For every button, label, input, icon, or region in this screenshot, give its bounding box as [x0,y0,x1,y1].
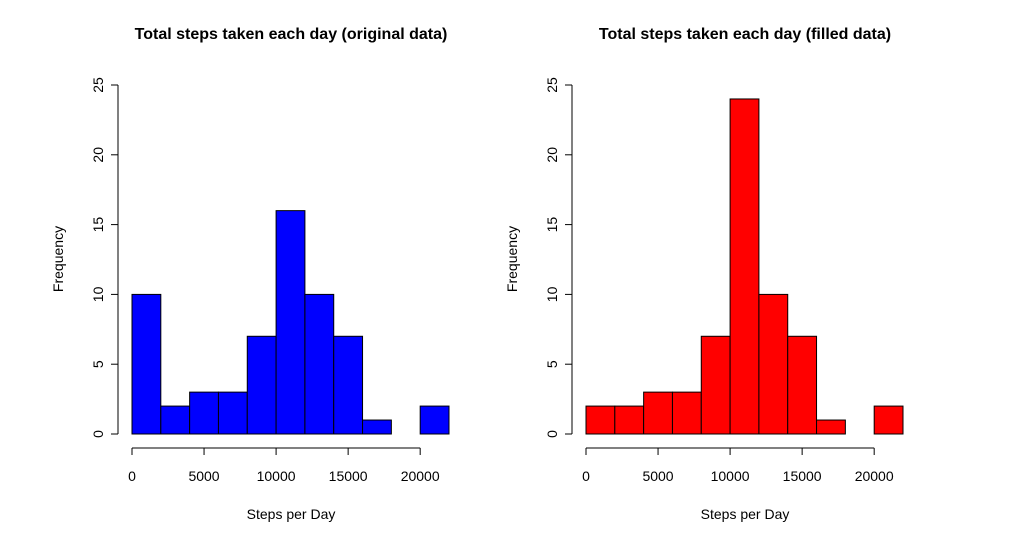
y-tick-label: 15 [544,217,560,233]
histogram-bar [304,293,335,435]
histogram-bar [189,391,219,435]
y-tick-label: 20 [544,147,560,163]
histogram-bar [217,391,248,435]
x-tick-label: 20000 [401,468,440,484]
panel-filled: Total steps taken each day (filled data)… [504,26,904,522]
x-tick-label: 10000 [257,468,296,484]
x-tick-label: 5000 [642,468,673,484]
y-axis: 0 5 10 15 20 25 [90,77,119,438]
y-tick-label: 15 [90,217,106,233]
y-axis-label: Frequency [50,226,66,292]
x-tick-label: 15000 [329,468,368,484]
histogram-bar [758,293,789,435]
x-tick-label: 20000 [855,468,894,484]
histogram-bar [333,335,364,435]
x-tick-label: 15000 [783,468,822,484]
histogram-bar [729,98,760,435]
histogram-bar [614,405,645,435]
y-tick-label: 0 [544,430,560,438]
histogram-bar [700,335,731,435]
histogram-bar [671,391,702,435]
y-axis-label: Frequency [504,226,520,292]
histogram-bar [160,405,191,435]
chart-title: Total steps taken each day (filled data) [599,26,891,43]
x-tick-label: 10000 [711,468,750,484]
y-tick-label: 25 [90,77,106,93]
y-tick-label: 20 [90,147,106,163]
histogram-bar [419,405,450,435]
y-tick-label: 10 [544,286,560,302]
histogram-bar [246,335,277,435]
y-tick-label: 5 [544,360,560,368]
y-tick-label: 25 [544,77,560,93]
x-tick-label: 0 [582,468,590,484]
histogram-bar [873,405,904,435]
histogram-bar [787,335,818,435]
x-tick-label: 5000 [188,468,219,484]
y-tick-label: 0 [90,430,106,438]
y-tick-label: 5 [90,360,106,368]
histogram-bar [362,419,392,435]
x-axis-label: Steps per Day [701,506,790,522]
histogram-bar [275,210,306,435]
chart-title: Total steps taken each day (original dat… [135,26,448,43]
x-axis-label: Steps per Day [247,506,336,522]
x-tick-label: 0 [128,468,136,484]
panel-original: Total steps taken each day (original dat… [50,26,450,522]
y-tick-label: 10 [90,286,106,302]
histogram-bar [585,405,616,435]
y-axis: 0 5 10 15 20 25 [544,77,573,438]
histogram-bar [643,391,673,435]
bars [585,98,904,435]
x-axis: 0 5000 10000 15000 20000 [128,447,440,484]
bars [131,210,450,435]
x-axis: 0 5000 10000 15000 20000 [582,447,894,484]
histogram-bar [816,419,846,435]
histogram-bar [131,293,162,435]
